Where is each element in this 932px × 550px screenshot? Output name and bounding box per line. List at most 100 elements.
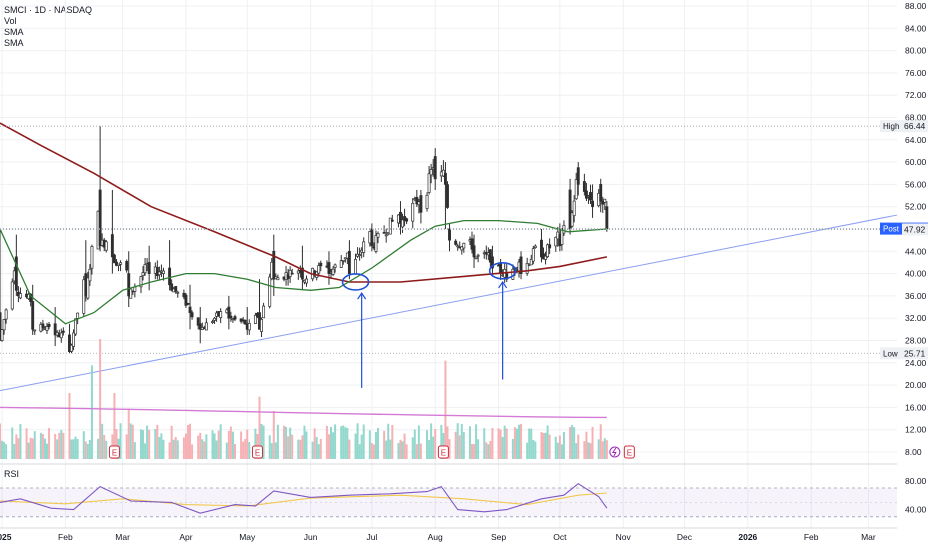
volume-bar [156,424,159,459]
volume-bar [460,424,463,459]
volume-bar [546,425,549,459]
volume-bar [428,440,431,459]
volume-bar [60,429,63,459]
volume-bar [242,441,245,459]
candle-body [474,256,478,259]
candle-body [490,256,494,269]
volume-bar [287,436,290,459]
volume-bar [330,426,333,459]
rsi-line [0,483,608,514]
price-tick-label: 88.00 [905,1,927,11]
volume-bar [458,435,461,459]
candle-body [429,169,433,176]
volume-bar [244,439,247,459]
indicator-sma-label-2[interactable]: SMA [4,38,24,48]
symbol-header[interactable]: SMCI · 1D · NASDAQ Vol SMA SMA [4,5,92,49]
volume-bar [544,432,547,459]
candle-body [317,265,321,274]
volume-bar [597,439,600,459]
volume-bar [370,442,373,459]
candle-body [272,250,276,280]
volume-bar [272,411,275,459]
volume-bar [82,431,85,459]
rsi-ma-line [0,492,607,507]
volume-bar [211,430,214,459]
candle-body [74,318,78,335]
volume-bar [434,429,437,459]
candle-body [446,184,449,208]
candle-body [529,258,533,266]
candle-body [45,326,49,331]
volume-bar [101,423,104,459]
time-tick-label: Feb [804,532,819,542]
candle-body [2,319,6,331]
volume-bar [76,439,79,459]
candle-body [59,332,63,339]
volume-bar [305,431,308,459]
volume-bar [48,428,51,459]
volume-bar [262,425,265,459]
candle-body [548,244,552,249]
candle-body [253,314,257,324]
time-tick-label: Mar [861,532,876,542]
candle-body [576,167,580,185]
candle-body [176,291,180,294]
volume-bar [426,430,429,459]
volume-bar [74,436,77,459]
candle-body [86,277,90,299]
volume-bar [603,438,606,459]
volume-bar [125,434,128,459]
volume-bar [176,440,179,459]
candle-body [290,272,294,275]
candle-body [260,319,263,332]
indicator-volume-label[interactable]: Vol [4,16,17,26]
volume-bar [562,432,565,459]
earnings-marker [251,445,263,459]
volume-bar [485,442,488,459]
volume-bar [99,339,102,459]
volume-bar [5,444,8,459]
volume-bar [233,443,236,459]
candle-body [425,194,429,209]
candle-body [401,219,404,228]
earnings-label: E [441,449,446,458]
symbol-title[interactable]: SMCI · 1D · NASDAQ [4,5,93,15]
rsi-tick-label: 40.00 [905,505,927,515]
indicator-sma-label[interactable]: SMA [4,27,24,37]
volume-bar [127,408,130,459]
candle-body [341,259,345,262]
candle-body [605,206,609,229]
marker-label-box [880,120,902,133]
sma-short-line [0,219,607,325]
volume-bar [489,440,492,459]
volume-bar [419,443,422,459]
rsi-band [0,488,897,517]
candle-body [339,260,343,268]
candle-body [376,232,380,238]
candle-body [219,311,223,318]
volume-bar [229,426,232,459]
candle-body [147,262,151,274]
volume-bar [246,429,249,459]
candle-body [540,239,543,258]
volume-bar [62,432,65,459]
volume-bar [205,434,208,459]
volume-bar [319,439,322,459]
sma-long-line [0,122,608,283]
time-tick-label: Apr [179,532,192,542]
volume-bar [411,437,414,459]
volume-bar [462,432,465,459]
volume-bar [499,429,502,459]
price-tick-label: 16.00 [905,402,927,412]
volume-bar [43,438,46,459]
volume-bar [27,442,30,459]
candle-body [399,211,402,224]
candle-body [117,263,120,266]
candle-body [276,277,280,281]
earnings-label: E [627,449,632,458]
volume-bar [372,444,375,459]
candle-body [188,306,192,313]
rsi-panel-label[interactable]: RSI [4,469,20,479]
candle-body [544,255,548,260]
